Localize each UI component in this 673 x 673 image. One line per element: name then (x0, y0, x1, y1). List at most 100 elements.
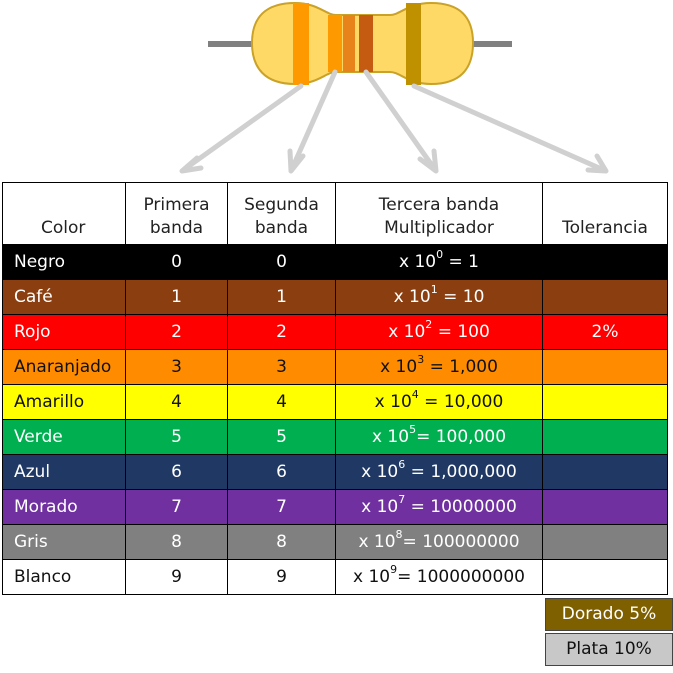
arrow-tolerance-band (411, 83, 609, 174)
first-band-cell: 3 (125, 349, 228, 385)
multiplier-cell: x 102 = 100 (335, 314, 543, 350)
table-row: Rojo 2 2 x 102 = 100 2% (2, 314, 668, 350)
header-third-band-line2: Multiplicador (384, 218, 494, 238)
header-third-band-line1: Tercera banda (378, 195, 500, 215)
tolerance-cell (542, 349, 668, 385)
first-band-cell: 6 (125, 454, 228, 490)
color-name-cell: Negro (2, 244, 126, 280)
resistor-band-3 (343, 15, 355, 72)
header-first-band-line1: Primera (143, 195, 210, 215)
table-row: Café 1 1 x 101 = 10 (2, 279, 668, 315)
arrow-third-band (363, 69, 439, 174)
multiplier-exponent: 3 (417, 353, 425, 367)
table-header-row: Color Primera banda Segunda banda Tercer… (2, 182, 668, 245)
second-band-cell: 7 (227, 489, 336, 525)
resistor-band-4 (359, 15, 373, 72)
color-name-cell: Rojo (2, 314, 126, 350)
tolerance-gold-box: Dorado 5% (545, 598, 673, 631)
tolerance-cell (542, 419, 668, 455)
multiplier-result: = 100 (432, 322, 490, 342)
multiplier-cell: x 107 = 10000000 (335, 489, 543, 525)
multiplier-cell: x 100 = 1 (335, 244, 543, 280)
tolerance-cell (542, 559, 668, 595)
header-second-band: Segunda banda (227, 182, 336, 245)
multiplier-base: x 10 (399, 252, 437, 272)
multiplier-exponent: 0 (436, 248, 444, 262)
multiplier-base: x 10 (371, 427, 410, 447)
table-row: Azul 6 6 x 106 = 1,000,000 (2, 454, 668, 490)
multiplier-cell: x 104 = 10,000 (335, 384, 543, 420)
header-third-band: Tercera banda Multiplicador (335, 182, 543, 245)
color-name-cell: Anaranjado (2, 349, 126, 385)
color-name-cell: Amarillo (2, 384, 126, 420)
multiplier-cell: x 109= 1000000000 (335, 559, 543, 595)
table-row: Morado 7 7 x 107 = 10000000 (2, 489, 668, 525)
multiplier-base: x 10 (353, 567, 391, 587)
color-name-cell: Verde (2, 419, 126, 455)
tolerance-silver-box: Plata 10% (545, 633, 673, 666)
first-band-cell: 2 (125, 314, 228, 350)
resistor-diagram (179, 1, 609, 174)
second-band-cell: 9 (227, 559, 336, 595)
table-row: Anaranjado 3 3 x 103 = 1,000 (2, 349, 668, 385)
arrows (179, 69, 609, 174)
multiplier-result: = 1,000,000 (405, 462, 517, 482)
first-band-cell: 4 (125, 384, 228, 420)
tolerance-cell (542, 454, 668, 490)
header-second-band-line2: banda (254, 218, 309, 238)
multiplier-exponent: 1 (430, 283, 438, 297)
multiplier-result: = 10 (437, 287, 485, 307)
multiplier-result: = 100000000 (402, 532, 520, 552)
table-row: Blanco 9 9 x 109= 1000000000 (2, 559, 668, 595)
multiplier-base: x 10 (380, 357, 418, 377)
multiplier-exponent: 5 (409, 423, 417, 437)
multiplier-base: x 10 (361, 497, 399, 517)
first-band-cell: 0 (125, 244, 228, 280)
multiplier-base: x 10 (393, 287, 431, 307)
multiplier-exponent: 4 (411, 388, 419, 402)
second-band-cell: 0 (227, 244, 336, 280)
tolerance-cell: 2% (542, 314, 668, 350)
second-band-cell: 4 (227, 384, 336, 420)
multiplier-base: x 10 (361, 462, 399, 482)
second-band-cell: 6 (227, 454, 336, 490)
color-name-cell: Morado (2, 489, 126, 525)
tolerance-cell (542, 524, 668, 560)
tolerance-cell (542, 489, 668, 525)
multiplier-exponent: 8 (395, 528, 403, 542)
resistor-band-5 (406, 3, 421, 85)
color-code-table: Color Primera banda Segunda banda Tercer… (2, 182, 668, 595)
multiplier-exponent: 2 (425, 318, 433, 332)
color-name-cell: Café (2, 279, 126, 315)
resistor-band-1 (293, 3, 309, 85)
first-band-cell: 8 (125, 524, 228, 560)
multiplier-base: x 10 (374, 392, 412, 412)
multiplier-result: = 10000000 (405, 497, 517, 517)
multiplier-result: = 1,000 (424, 357, 498, 377)
first-band-cell: 5 (125, 419, 228, 455)
second-band-cell: 8 (227, 524, 336, 560)
multiplier-cell: x 103 = 1,000 (335, 349, 543, 385)
first-band-cell: 7 (125, 489, 228, 525)
multiplier-result: = 10,000 (418, 392, 504, 412)
multiplier-exponent: 6 (398, 458, 406, 472)
header-first-band-line2: banda (149, 218, 204, 238)
multiplier-cell: x 101 = 10 (335, 279, 543, 315)
arrow-second-band (287, 69, 338, 174)
multiplier-result: = 1000000000 (397, 567, 525, 587)
color-name-cell: Blanco (2, 559, 126, 595)
first-band-cell: 9 (125, 559, 228, 595)
resistor-band-2 (328, 15, 342, 72)
table-row: Amarillo 4 4 x 104 = 10,000 (2, 384, 668, 420)
header-first-band: Primera banda (125, 182, 228, 245)
table-row: Negro 0 0 x 100 = 1 (2, 244, 668, 280)
header-second-band-line1: Segunda (244, 195, 319, 215)
table-row: Verde 5 5 x 105= 100,000 (2, 419, 668, 455)
second-band-cell: 1 (227, 279, 336, 315)
multiplier-cell: x 106 = 1,000,000 (335, 454, 543, 490)
multiplier-cell: x 105= 100,000 (335, 419, 543, 455)
multiplier-result: = 1 (443, 252, 479, 272)
multiplier-exponent: 7 (398, 493, 406, 507)
multiplier-base: x 10 (388, 322, 426, 342)
first-band-cell: 1 (125, 279, 228, 315)
